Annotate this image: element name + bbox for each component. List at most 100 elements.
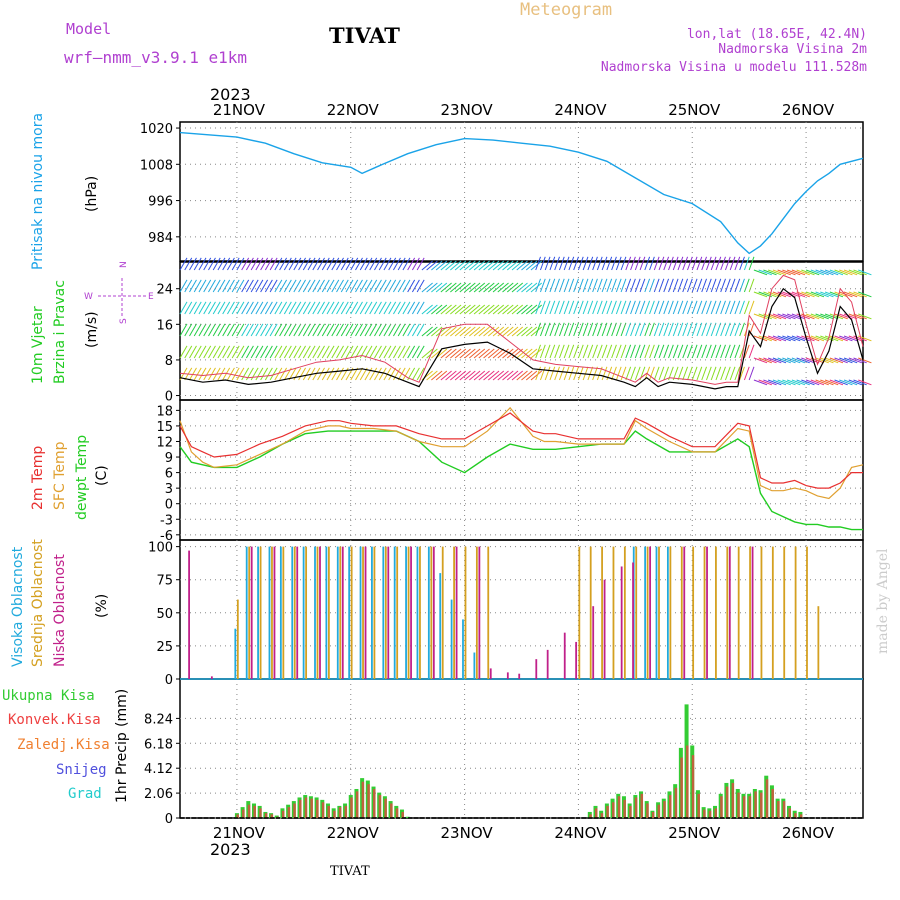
- wind-barb: [606, 278, 613, 293]
- wind-barb: [378, 279, 387, 293]
- wind-barb: [264, 301, 273, 315]
- wind-barb: [644, 256, 651, 271]
- wind-barb: [653, 344, 660, 359]
- wind-barb: [839, 379, 853, 386]
- wind-barb: [535, 256, 541, 271]
- wind-barb: [321, 301, 330, 315]
- wind-barb: [535, 300, 541, 315]
- wind-barb: [554, 300, 560, 315]
- wind-barb: [743, 278, 750, 293]
- wind-barb: [644, 322, 651, 337]
- wind-barb: [516, 348, 528, 359]
- wind-barb: [345, 279, 354, 293]
- wind-barb: [729, 322, 736, 337]
- precip-bar: [589, 814, 592, 818]
- cloud-ytick-label: 25: [156, 640, 173, 655]
- wind-barb: [326, 367, 335, 381]
- wind-barb: [473, 260, 486, 271]
- wind-barb: [701, 300, 707, 315]
- precip-bar: [247, 804, 251, 818]
- cloud-bar: [359, 546, 362, 679]
- wind-barb: [782, 379, 796, 386]
- wind-barb: [763, 335, 777, 342]
- wind-barb: [710, 278, 717, 293]
- wind-barb: [701, 256, 707, 271]
- wind-barb: [748, 366, 755, 381]
- cloud-bar: [655, 546, 658, 679]
- wind-barb: [506, 326, 519, 337]
- temp-title-2: SFC Temp: [52, 441, 68, 510]
- wind-barb: [691, 256, 698, 271]
- model-elevation-label: Nadmorska Visina u modelu 111.528m: [601, 60, 867, 75]
- wind-barb: [720, 344, 726, 359]
- wind-barb: [331, 323, 340, 337]
- wind-barb: [236, 323, 245, 337]
- wind-barb: [511, 326, 524, 337]
- cloud-bar: [341, 546, 344, 679]
- wind-barb: [245, 301, 254, 315]
- wind-barb: [782, 335, 796, 342]
- wind-barb: [682, 344, 689, 359]
- wind-barb: [208, 323, 216, 337]
- precip-bar: [401, 811, 404, 818]
- wind-barb: [241, 301, 250, 315]
- cloud-bar: [279, 546, 282, 679]
- wind-barb: [279, 367, 288, 381]
- wind-barb: [203, 367, 212, 381]
- wind-barb: [535, 278, 541, 293]
- compass-e: E: [148, 292, 154, 302]
- wind-barb: [416, 279, 425, 293]
- wind-barb: [369, 257, 378, 271]
- wind-barb: [710, 300, 717, 315]
- cloud-bar: [305, 546, 308, 679]
- dewpt-line: [179, 430, 863, 531]
- cloud-bar: [751, 546, 754, 679]
- wind-barb: [426, 370, 438, 381]
- wind-barb: [293, 257, 302, 271]
- wind-barb: [530, 304, 543, 315]
- wind-barb: [634, 366, 641, 381]
- precip-bar: [674, 787, 678, 818]
- wind-barb: [445, 304, 457, 315]
- wind-barb: [397, 323, 406, 337]
- wind-barb: [639, 300, 646, 315]
- pressure-title: Pritisak na nivou mora: [30, 113, 46, 270]
- wind-ytick-label: 24: [156, 283, 173, 298]
- wind-barb: [791, 335, 806, 342]
- wind-unit: (m/s): [84, 311, 100, 348]
- temp2m-line: [179, 412, 863, 489]
- precip-bar: [594, 808, 598, 818]
- wind-barb: [283, 279, 292, 293]
- wind-barb: [710, 322, 717, 337]
- wind-barb: [696, 278, 703, 293]
- wind-barb: [691, 366, 698, 381]
- wind-barb: [658, 300, 665, 315]
- wind-barb: [829, 269, 844, 276]
- wind-barb: [544, 366, 551, 381]
- wind-barb: [450, 282, 462, 293]
- wind-barb: [245, 279, 254, 293]
- wind-barb: [554, 344, 560, 359]
- wind-barb: [469, 326, 481, 337]
- wind-barb: [739, 322, 745, 337]
- wind-barb: [193, 323, 202, 337]
- wind-barb: [715, 322, 722, 337]
- cloud-bar: [405, 546, 407, 679]
- wind-barb: [834, 313, 848, 320]
- wind-barb: [734, 256, 741, 271]
- wind-barb: [511, 370, 524, 381]
- cloud-bar: [728, 546, 731, 679]
- wind-barb: [668, 300, 674, 315]
- wind-barb: [615, 322, 622, 337]
- wind-barb: [203, 301, 212, 315]
- wind-barb: [805, 313, 820, 320]
- wind-barb: [724, 322, 731, 337]
- wind-barb: [317, 345, 325, 359]
- wind-barb: [634, 322, 641, 337]
- wind-barb: [483, 282, 495, 293]
- wind-barb: [734, 278, 741, 293]
- wind-barb: [312, 345, 321, 359]
- wind-barb: [706, 344, 712, 359]
- wind-barb: [663, 256, 670, 271]
- wind-barb: [421, 348, 433, 359]
